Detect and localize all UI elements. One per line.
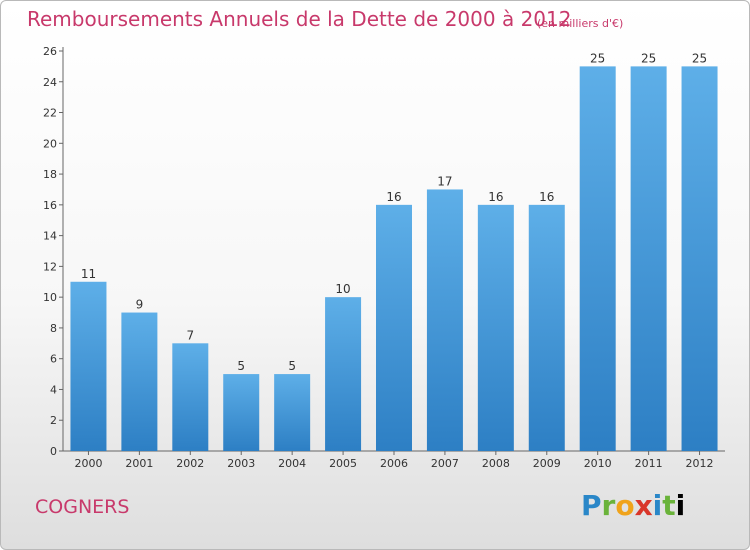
x-tick-label: 2006: [380, 457, 408, 470]
bar: [70, 281, 107, 451]
y-tick-label: 6: [50, 353, 57, 366]
y-tick-label: 2: [50, 414, 57, 427]
y-tick-label: 10: [43, 291, 57, 304]
bar-value-label: 5: [237, 359, 245, 373]
y-tick-label: 18: [43, 168, 57, 181]
bar-value-label: 10: [335, 282, 350, 296]
x-tick-label: 2004: [278, 457, 306, 470]
chart-title: Remboursements Annuels de la Dette de 20…: [27, 7, 572, 31]
bar: [223, 374, 260, 451]
x-tick-label: 2007: [431, 457, 459, 470]
bar: [528, 204, 565, 451]
x-tick-label: 2010: [584, 457, 612, 470]
y-tick-label: 20: [43, 137, 57, 150]
bar: [630, 66, 667, 451]
bar-value-label: 9: [136, 298, 144, 312]
chart-bars: [70, 66, 718, 451]
x-tick-label: 2003: [227, 457, 255, 470]
chart-labels: 11 2000 9 2001 7 2002 5 2003 5 2004 10 2005 16 2006 17…: [74, 51, 713, 470]
bar-value-label: 11: [81, 267, 96, 281]
x-tick-label: 2011: [635, 457, 663, 470]
y-tick-label: 26: [43, 45, 57, 58]
bar-value-label: 16: [488, 190, 503, 204]
x-tick-label: 2005: [329, 457, 357, 470]
commune-name: COGNERS: [35, 496, 130, 518]
bar: [681, 66, 718, 451]
x-tick-label: 2000: [74, 457, 102, 470]
x-tick-label: 2012: [686, 457, 714, 470]
x-tick-label: 2002: [176, 457, 204, 470]
bar-value-label: 16: [386, 190, 401, 204]
bar: [172, 343, 209, 451]
bar: [274, 374, 311, 451]
bar-value-label: 7: [186, 328, 194, 342]
y-tick-label: 4: [50, 383, 57, 396]
proxiti-logo: Proxiti: [581, 489, 686, 522]
bar-value-label: 25: [692, 51, 707, 65]
x-tick-label: 2001: [125, 457, 153, 470]
y-tick-label: 16: [43, 199, 57, 212]
bar-value-label: 25: [590, 51, 605, 65]
y-tick-label: 24: [43, 76, 57, 89]
bar: [477, 204, 514, 451]
x-tick-label: 2008: [482, 457, 510, 470]
bar-value-label: 16: [539, 190, 554, 204]
bar: [325, 297, 362, 451]
bar: [579, 66, 616, 451]
y-tick-label: 14: [43, 230, 57, 243]
y-tick-label: 22: [43, 107, 57, 120]
y-tick-label: 8: [50, 322, 57, 335]
bar: [426, 189, 463, 451]
bar-value-label: 17: [437, 174, 452, 188]
x-tick-label: 2009: [533, 457, 561, 470]
bar: [121, 312, 158, 451]
y-tick-label: 12: [43, 260, 57, 273]
bar: [376, 204, 412, 451]
y-tick-label: 0: [50, 445, 57, 458]
bar-value-label: 25: [641, 51, 656, 65]
unit-note: (en milliers d'€): [537, 17, 624, 30]
bar-value-label: 5: [288, 359, 296, 373]
